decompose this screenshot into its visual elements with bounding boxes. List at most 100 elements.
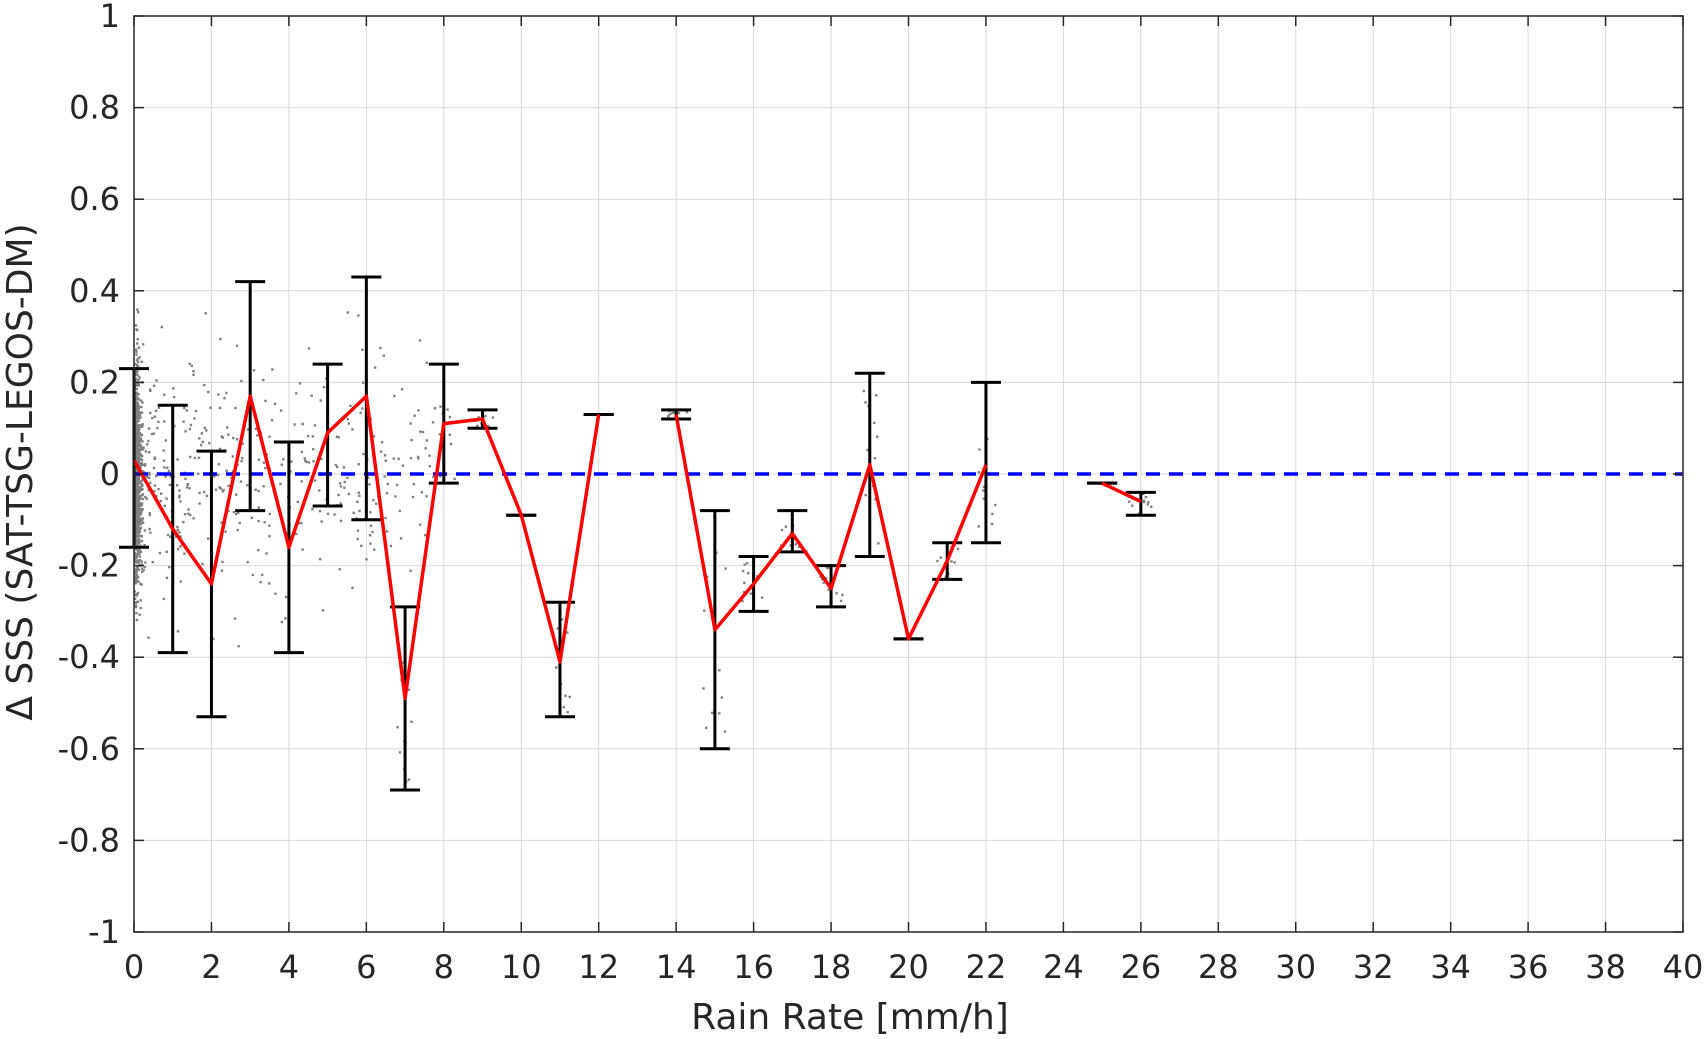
scatter-point	[318, 489, 321, 492]
scatter-point	[134, 504, 137, 507]
scatter-point	[335, 435, 339, 438]
scatter-point	[448, 433, 452, 436]
scatter-point	[141, 570, 144, 573]
scatter-point	[742, 591, 746, 594]
scatter-point	[134, 604, 138, 608]
scatter-point	[136, 455, 139, 458]
scatter-point	[139, 606, 142, 610]
scatter-point	[169, 475, 172, 478]
scatter-point	[163, 393, 166, 396]
scatter-point	[165, 497, 168, 500]
scatter-point	[197, 456, 201, 460]
scatter-point	[339, 485, 343, 488]
scatter-point	[218, 447, 222, 451]
scatter-point	[189, 455, 192, 459]
scatter-point	[822, 581, 825, 584]
error-bar	[1125, 490, 1156, 517]
scatter-point	[425, 495, 428, 498]
scatter-point	[138, 464, 141, 468]
scatter-point	[134, 571, 137, 574]
scatter-point	[152, 432, 155, 435]
scatter-point	[349, 404, 352, 408]
scatter-point	[136, 593, 139, 596]
scatter-point	[225, 391, 228, 395]
scatter-point	[977, 525, 980, 528]
scatter-point	[135, 509, 138, 512]
scatter-point	[262, 485, 265, 488]
scatter-point	[421, 430, 425, 434]
scatter-point	[264, 399, 267, 403]
scatter-point	[264, 466, 267, 470]
scatter-point	[159, 499, 162, 503]
scatter-point	[136, 409, 140, 412]
scatter-point	[217, 463, 221, 466]
scatter-point	[409, 569, 412, 573]
scatter-point	[566, 631, 569, 634]
scatter-point	[230, 476, 233, 479]
scatter-point	[136, 374, 140, 377]
scatter-point	[134, 572, 138, 576]
scatter-point	[137, 346, 141, 349]
scatter-point	[432, 475, 435, 479]
scatter-point	[384, 516, 387, 520]
scatter-point	[140, 502, 144, 505]
scatter-point	[265, 552, 268, 555]
scatter-point	[135, 353, 138, 356]
scatter-point	[953, 561, 956, 564]
scatter-point	[257, 458, 261, 461]
axes	[133, 15, 1684, 933]
scatter-point	[136, 357, 140, 360]
scatter-point	[138, 495, 141, 498]
x-tick-label: 2	[201, 948, 221, 986]
scatter-point	[140, 539, 144, 543]
scatter-point	[138, 534, 141, 537]
scatter-point	[136, 550, 140, 553]
tick-labels: 0 2 4 6 8 10 12 14 16 18 20 22 24 26 28 30 32 34 36 38 4010.…	[58, 0, 1704, 986]
scatter-point	[217, 473, 220, 477]
scatter-point	[141, 517, 144, 520]
scatter-point	[357, 314, 360, 317]
scatter-point	[351, 586, 354, 589]
scatter-point	[134, 518, 137, 521]
scatter-point	[409, 456, 413, 460]
scatter-point	[139, 466, 142, 469]
scatter-point	[139, 582, 142, 586]
scatter-point	[205, 429, 208, 432]
y-tick-label: 0	[100, 455, 120, 493]
scatter-point	[825, 566, 829, 569]
scatter-point	[743, 581, 746, 585]
scatter-point	[365, 558, 368, 561]
y-tick-label: 0.2	[69, 363, 120, 401]
scatter-point	[491, 416, 495, 419]
scatter-point	[338, 482, 342, 485]
scatter-point	[140, 433, 144, 437]
scatter-point	[140, 519, 144, 522]
scatter-point	[313, 479, 317, 482]
scatter-point	[296, 500, 300, 504]
scatter-point	[155, 494, 158, 498]
scatter-point	[219, 487, 223, 490]
scatter-point	[140, 463, 143, 466]
scatter-point	[841, 593, 844, 597]
scatter-point	[982, 489, 985, 492]
scatter-point	[262, 461, 266, 464]
scatter-point	[1144, 496, 1148, 499]
scatter-point	[137, 524, 140, 527]
scatter-point	[398, 751, 402, 754]
scatter-point	[137, 516, 141, 519]
scatter-point	[150, 432, 154, 436]
scatter-point	[136, 580, 139, 583]
scatter-point	[143, 565, 146, 569]
scatter-point	[358, 494, 361, 498]
scatter-point	[383, 475, 386, 478]
scatter-point	[203, 426, 206, 430]
scatter-point	[982, 485, 986, 489]
scatter-point	[136, 508, 140, 511]
scatter-point	[140, 479, 143, 483]
scatter-point	[368, 483, 371, 486]
scatter-point	[182, 520, 185, 524]
scatter-point	[139, 487, 142, 491]
scatter-point	[135, 411, 139, 414]
scatter-point	[160, 325, 164, 329]
scatter-point	[135, 559, 138, 563]
